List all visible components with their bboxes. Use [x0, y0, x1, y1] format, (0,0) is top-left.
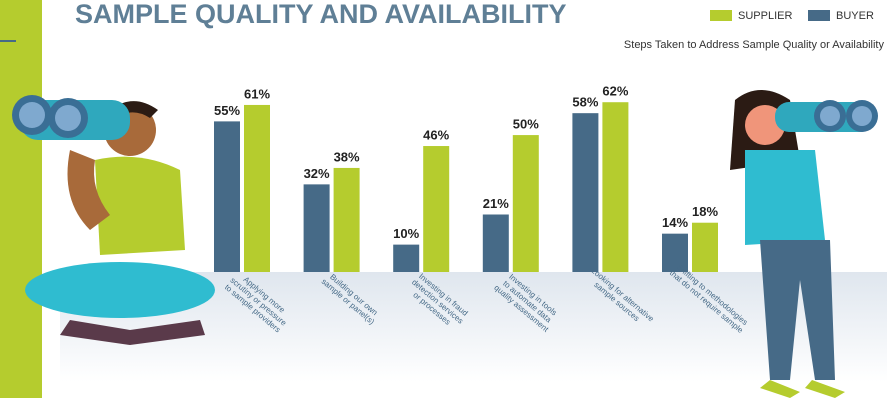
legend-swatch [808, 10, 830, 21]
data-label: 21% [483, 196, 509, 211]
bar [214, 121, 240, 272]
bar [572, 113, 598, 272]
bar [244, 105, 270, 272]
bar [334, 168, 360, 272]
data-label: 61% [244, 86, 270, 101]
data-label: 46% [423, 127, 449, 142]
data-label: 55% [214, 103, 240, 118]
data-label: 32% [304, 166, 330, 181]
chart-subtitle: Steps Taken to Address Sample Quality or… [624, 39, 885, 51]
data-label: 62% [602, 84, 628, 99]
bar [483, 214, 509, 272]
data-label: 58% [572, 95, 598, 110]
bar [423, 146, 449, 272]
data-label: 18% [692, 204, 718, 219]
bar [393, 245, 419, 272]
bar [304, 184, 330, 272]
bar [513, 135, 539, 272]
bar [692, 223, 718, 272]
data-label: 10% [393, 226, 419, 241]
data-label: 50% [513, 117, 539, 132]
chart-title: SAMPLE QUALITY AND AVAILABILITY [75, 0, 567, 29]
side-rule [0, 40, 16, 42]
data-label: 38% [334, 149, 360, 164]
legend-swatch [710, 10, 732, 21]
chart: SAMPLE QUALITY AND AVAILABILITY Steps Ta… [0, 0, 887, 400]
legend-label: SUPPLIER [738, 10, 792, 22]
side-panel [0, 0, 42, 398]
legend-label: BUYER [836, 10, 874, 22]
bar [602, 102, 628, 272]
illustration-left [12, 95, 215, 345]
data-label: 14% [662, 215, 688, 230]
